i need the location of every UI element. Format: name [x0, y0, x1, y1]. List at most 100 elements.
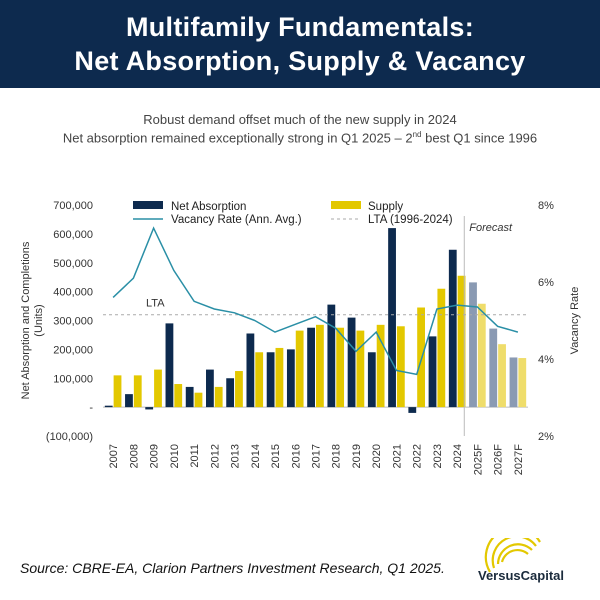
y-tick-label: - — [89, 402, 93, 414]
bar-net-absorption — [347, 317, 356, 408]
bar-supply — [518, 358, 527, 408]
x-tick-label: 2010 — [169, 444, 181, 468]
bar-supply — [457, 275, 466, 408]
page-title-line1: Multifamily Fundamentals: — [125, 12, 475, 42]
bar-net-absorption — [266, 352, 275, 408]
bar-supply — [356, 330, 365, 408]
x-tick-label: 2008 — [128, 444, 140, 468]
legend-label-net-absorption: Net Absorption — [171, 201, 246, 213]
x-tick-label: 2019 — [351, 444, 363, 468]
bar-supply — [194, 392, 203, 408]
source-note: Source: CBRE-EA, Clarion Partners Invest… — [20, 560, 445, 576]
lta-label: LTA — [146, 298, 165, 310]
chart: (100,000) - 100,000 200,000 300,000 400,000 50… — [20, 200, 581, 475]
y-tick-label: 500,000 — [53, 258, 93, 270]
y-tick-label: (100,000) — [46, 431, 93, 443]
subtitle-line2: Net absorption remained exceptionally st… — [0, 130, 600, 145]
bar-net-absorption — [125, 394, 133, 408]
bar-supply — [396, 326, 405, 408]
x-tick-label: 2024 — [452, 444, 464, 468]
subtitle-line2-suffix: best Q1 since 1996 — [421, 130, 538, 146]
bar-net-absorption — [408, 407, 417, 413]
x-tick-label: 2013 — [230, 444, 242, 468]
subtitle-line2-sup: nd — [412, 130, 422, 139]
bar-net-absorption — [489, 328, 498, 408]
x-tick-label: 2011 — [189, 444, 201, 468]
x-tick-label: 2023 — [432, 444, 444, 468]
bar-supply — [154, 369, 162, 408]
page-title-line2: Net Absorption, Supply & Vacancy — [74, 46, 526, 76]
bar-net-absorption — [286, 349, 295, 408]
bar-supply — [336, 327, 345, 408]
forecast-label: Forecast — [469, 222, 513, 234]
legend-label-lta: LTA (1996-2024) — [368, 214, 453, 226]
bar-net-absorption — [388, 228, 396, 408]
bar-supply — [214, 386, 223, 408]
x-tick-label: 2015 — [270, 444, 282, 468]
y-tick-label: 100,000 — [53, 373, 93, 385]
subtitle-line1: Robust demand offset much of the new sup… — [143, 112, 457, 127]
bar-supply — [133, 375, 142, 408]
logo-text: VersusCapital — [478, 568, 564, 583]
bar-net-absorption — [206, 369, 214, 408]
bar-net-absorption — [226, 378, 235, 408]
bar-supply — [477, 303, 486, 408]
y-tick-label: 200,000 — [53, 344, 93, 356]
versus-capital-logo-icon — [484, 538, 541, 573]
bar-supply — [174, 384, 183, 408]
y-tick-label: 600,000 — [53, 229, 93, 241]
x-tick-label: 2009 — [149, 444, 161, 468]
bar-net-absorption — [145, 407, 154, 410]
x-tick-label: 2017 — [311, 444, 323, 468]
bar-net-absorption — [246, 333, 255, 408]
legend-swatch-supply — [331, 201, 361, 209]
x-tick-label: 2020 — [371, 444, 383, 468]
bar-supply — [295, 330, 304, 408]
bar-net-absorption — [327, 304, 336, 408]
vacancy-line — [112, 226, 519, 376]
x-tick-label: 2025F — [472, 444, 484, 475]
bar-net-absorption — [448, 249, 457, 408]
bar-supply — [113, 375, 122, 408]
subtitle-line2-prefix: Net absorption remained exceptionally st… — [62, 130, 413, 146]
bar-supply — [235, 371, 243, 408]
bar-supply — [498, 344, 506, 408]
y-axis-title-units: (Units) — [33, 304, 45, 336]
x-tick-label: 2014 — [250, 444, 262, 468]
x-tick-label: 2027F — [513, 444, 525, 475]
y2-tick-label: 6% — [538, 277, 554, 289]
header-banner: Multifamily Fundamentals: Net Absorption… — [0, 0, 600, 88]
y-axis-title: Net Absorption and Completions — [20, 241, 32, 399]
y2-tick-label: 4% — [538, 354, 554, 366]
x-tick-label: 2026F — [493, 444, 505, 475]
y-tick-label: 300,000 — [53, 316, 93, 328]
bar-net-absorption — [307, 327, 315, 408]
x-tick-label: 2022 — [412, 444, 424, 468]
bar-net-absorption — [185, 386, 194, 408]
bar-net-absorption — [469, 282, 477, 408]
x-tick-label: 2021 — [391, 444, 403, 468]
bar-supply — [437, 288, 446, 408]
bar-supply — [417, 307, 425, 408]
bar-net-absorption — [428, 336, 437, 408]
bar-net-absorption — [165, 323, 174, 408]
legend-label-vacancy: Vacancy Rate (Ann. Avg.) — [171, 214, 302, 226]
bar-net-absorption — [509, 357, 518, 408]
x-tick-label: 2012 — [209, 444, 221, 468]
x-tick-label: 2016 — [290, 444, 302, 468]
y-tick-label: 700,000 — [53, 200, 93, 212]
x-tick-label: 2018 — [331, 444, 343, 468]
x-tick-label: 2007 — [108, 444, 120, 468]
legend-label-supply: Supply — [368, 201, 403, 213]
bar-net-absorption — [367, 352, 376, 408]
bar-supply — [316, 324, 324, 408]
y2-tick-label: 2% — [538, 431, 554, 443]
bar-supply — [376, 324, 385, 408]
bar-net-absorption — [104, 405, 113, 408]
bar-supply — [255, 352, 264, 408]
legend-swatch-net-absorption — [133, 201, 163, 209]
y2-axis-title: Vacancy Rate — [569, 287, 581, 355]
bar-supply — [275, 347, 284, 408]
y2-tick-label: 8% — [538, 200, 554, 212]
y-tick-label: 400,000 — [53, 287, 93, 299]
